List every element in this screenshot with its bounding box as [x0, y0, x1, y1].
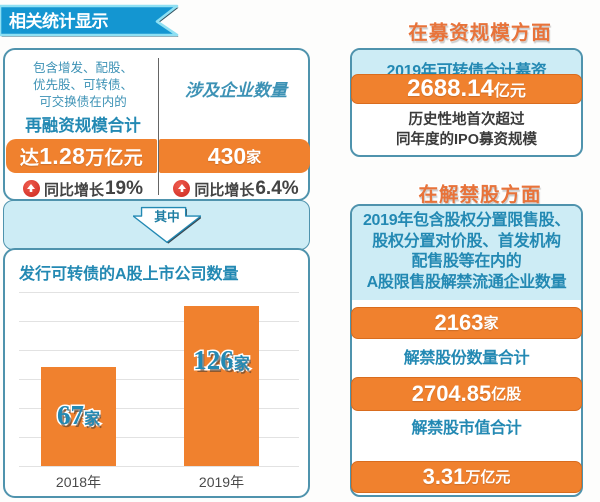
svg-text:其中: 其中 [154, 209, 179, 224]
svg-text:相关统计显示: 相关统计显示 [9, 11, 108, 31]
